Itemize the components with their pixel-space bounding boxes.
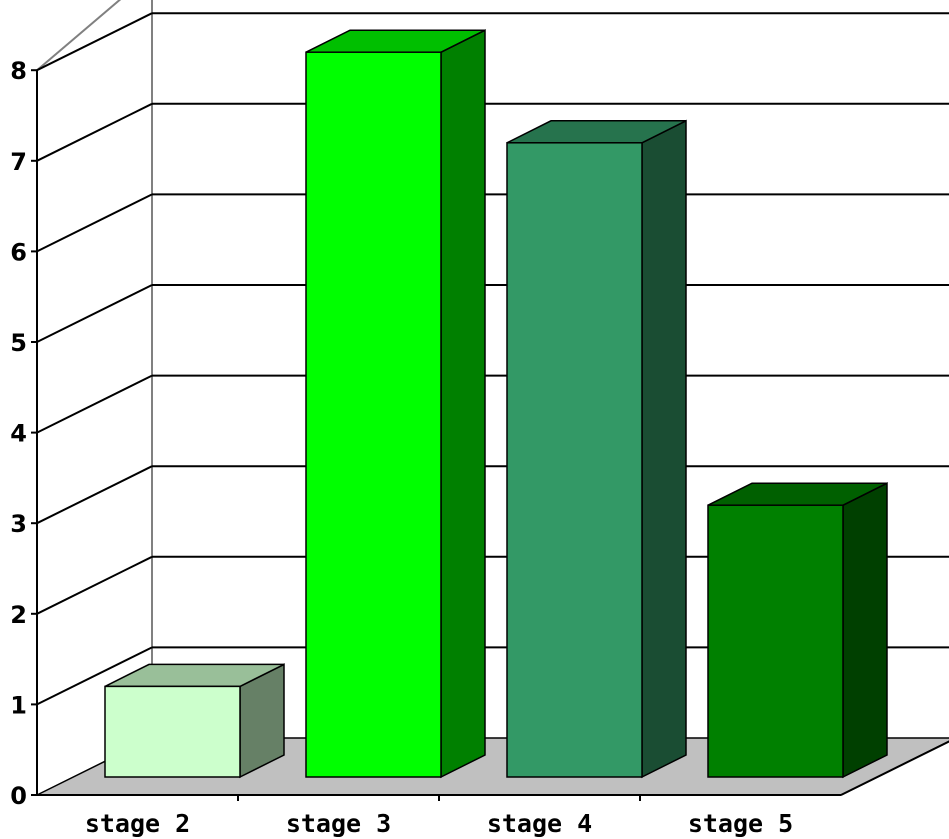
bar (305, 51, 442, 778)
bars (104, 28, 888, 779)
y-tick-label: 8 (10, 57, 27, 85)
floor-right-edge (840, 740, 949, 796)
y-tick-label: 5 (10, 329, 27, 357)
x-category-label: stage 4 (487, 809, 592, 838)
bar (506, 142, 643, 778)
y-tick-label: 0 (10, 782, 27, 810)
bar-side (842, 481, 888, 779)
y-tick-label: 4 (10, 420, 27, 448)
gridline-side (36, 646, 153, 706)
x-axis-category-labels: stage 2 stage 3 stage 4 stage 5 (85, 809, 793, 838)
gridline-side (36, 374, 153, 434)
side-wall-top-edge (36, 0, 122, 71)
bar (707, 504, 844, 778)
bar (104, 685, 241, 778)
bar-side (440, 28, 486, 779)
gridline-side (36, 284, 153, 343)
y-tick-label: 2 (10, 601, 27, 629)
gridline-side (36, 465, 153, 525)
gridline-side (36, 12, 153, 72)
y-tick-label: 7 (10, 148, 27, 176)
x-category-label: stage 3 (286, 809, 391, 838)
x-category-label: stage 5 (688, 809, 793, 838)
y-tick-label: 1 (10, 691, 27, 719)
gridline-side (36, 193, 153, 253)
y-axis-tick-labels: 0 1 2 3 4 5 6 7 8 (10, 57, 27, 810)
y-tick-label: 3 (10, 510, 27, 538)
x-category-label: stage 2 (85, 809, 190, 838)
bar-side (641, 119, 687, 779)
axes (31, 69, 949, 801)
y-tick-label: 6 (10, 238, 27, 266)
gridline-side (36, 102, 153, 162)
gridline-side (36, 555, 153, 615)
